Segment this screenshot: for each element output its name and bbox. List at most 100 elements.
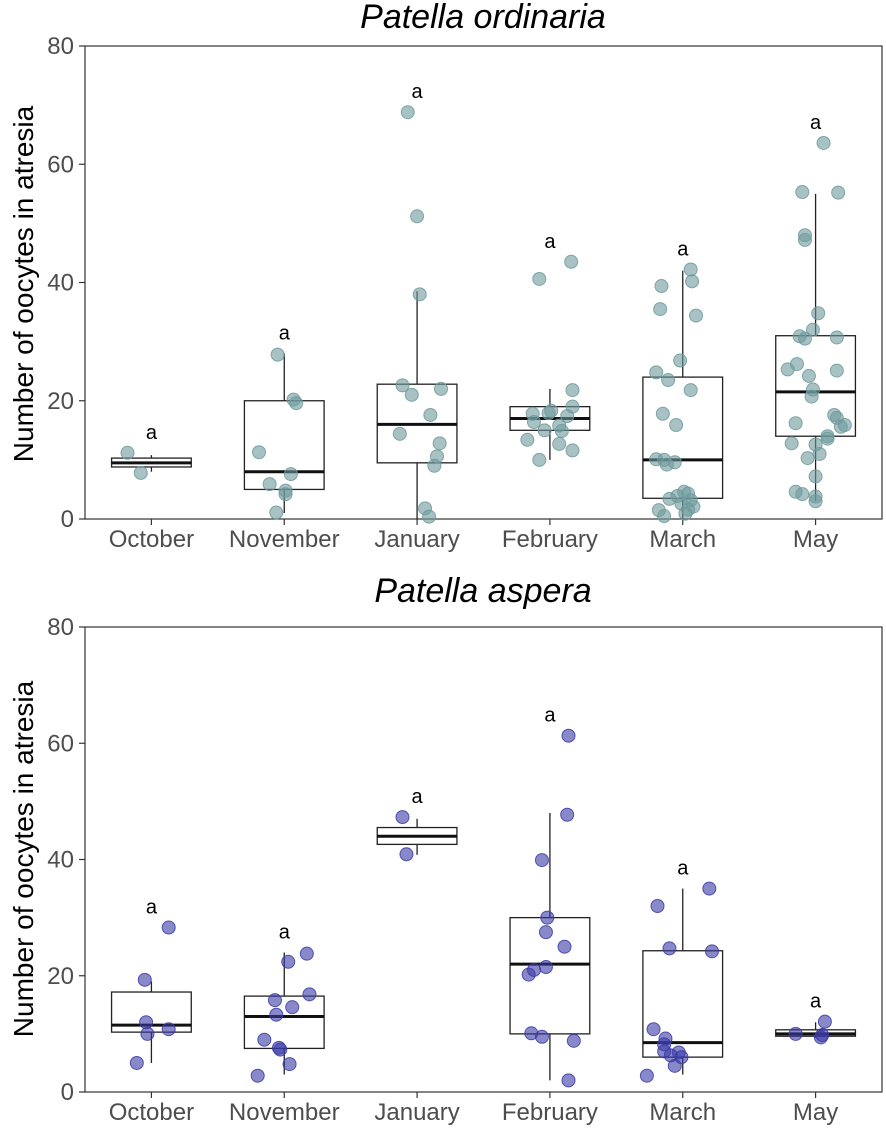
data-point — [561, 1073, 576, 1088]
data-point — [412, 287, 427, 302]
data-point — [423, 407, 438, 422]
data-point — [299, 946, 314, 961]
data-point — [526, 415, 541, 430]
data-point — [650, 899, 665, 913]
y-tick-label: 40 — [47, 847, 74, 874]
significance-letter: a — [810, 991, 822, 1013]
significance-letter: a — [544, 705, 556, 727]
box-march — [642, 888, 724, 1075]
data-point — [654, 279, 669, 294]
data-point — [532, 271, 547, 286]
y-tick-label: 0 — [61, 1079, 74, 1106]
data-point — [653, 302, 668, 317]
data-point — [432, 436, 447, 451]
data-point — [662, 941, 677, 956]
data-point — [813, 1030, 828, 1045]
data-point — [273, 1042, 288, 1057]
significance-letter: a — [810, 112, 822, 134]
data-point — [657, 509, 672, 524]
panel-patella-ordinaria: Patella ordinaria Number of oocytes in a… — [8, 0, 883, 553]
data-point — [537, 423, 552, 438]
data-point — [564, 254, 579, 269]
significance-letter: a — [544, 231, 556, 253]
data-point — [257, 1032, 272, 1047]
panel-title: Patella ordinaria — [360, 0, 606, 36]
data-point — [702, 881, 717, 896]
plot-area: 0 20 40 60 80 October November January February M… — [47, 33, 883, 553]
y-tick-label: 80 — [47, 614, 74, 641]
data-point — [685, 274, 700, 289]
data-point — [683, 262, 698, 277]
data-point — [552, 436, 567, 451]
data-point — [534, 853, 549, 868]
data-point — [655, 406, 670, 421]
significance-letter: a — [279, 322, 291, 344]
data-point — [520, 432, 535, 447]
y-tick-label: 20 — [47, 388, 74, 415]
data-point — [270, 347, 285, 362]
data-point — [540, 910, 555, 925]
significance-letter: a — [677, 238, 689, 260]
data-point — [792, 329, 807, 344]
y-axis-label: Number of oocytes in atresia — [8, 680, 39, 1037]
data-point — [120, 445, 135, 460]
significance-letter: a — [412, 81, 424, 103]
data-point — [161, 920, 176, 935]
data-point — [817, 1014, 832, 1029]
data-point — [678, 506, 693, 521]
data-point — [788, 1026, 803, 1041]
significance-letter: a — [279, 922, 291, 944]
plot-border — [84, 626, 883, 1093]
data-point — [801, 368, 816, 383]
x-tick-label: May — [793, 526, 838, 553]
data-point — [252, 445, 267, 460]
data-point — [661, 373, 676, 388]
data-point — [282, 1057, 297, 1072]
data-point — [532, 452, 547, 467]
box-october — [110, 455, 192, 472]
data-point — [831, 185, 846, 200]
data-point — [521, 967, 536, 982]
data-point — [410, 209, 425, 224]
x-tick-label: January — [374, 1099, 459, 1126]
data-point — [267, 993, 282, 1008]
data-point — [646, 1022, 661, 1037]
x-tick-label: October — [109, 1099, 194, 1126]
y-tick-label: 60 — [47, 151, 74, 178]
data-point — [129, 1055, 144, 1070]
data-point — [837, 417, 852, 432]
data-point — [811, 306, 826, 321]
data-point — [133, 465, 148, 480]
data-point — [427, 458, 442, 473]
y-tick-label: 60 — [47, 730, 74, 757]
data-point — [560, 807, 575, 822]
data-point — [649, 365, 664, 380]
data-point — [566, 1033, 581, 1048]
data-point — [161, 1022, 176, 1037]
panel-patella-aspera: Patella aspera Number of oocytes in atre… — [8, 572, 883, 1126]
data-point — [804, 389, 819, 404]
data-point — [829, 330, 844, 345]
data-point — [797, 232, 812, 247]
data-point — [805, 322, 820, 337]
y-tick-label: 80 — [47, 33, 74, 60]
data-point — [780, 362, 795, 377]
data-point — [534, 1029, 549, 1044]
data-point — [395, 810, 410, 825]
data-point — [800, 451, 815, 466]
significance-letter: a — [677, 858, 689, 880]
data-point — [139, 1015, 154, 1030]
data-point — [704, 944, 719, 959]
box-january — [376, 291, 458, 519]
y-axis-label: Number of oocytes in atresia — [8, 105, 39, 462]
data-point — [829, 363, 844, 378]
data-point — [659, 457, 674, 472]
data-point — [262, 477, 277, 492]
data-point — [816, 135, 831, 150]
data-point — [673, 353, 688, 368]
data-point — [281, 954, 296, 969]
x-tick-label: May — [793, 1099, 838, 1126]
data-point — [662, 491, 677, 506]
x-tick-label: February — [502, 526, 598, 553]
